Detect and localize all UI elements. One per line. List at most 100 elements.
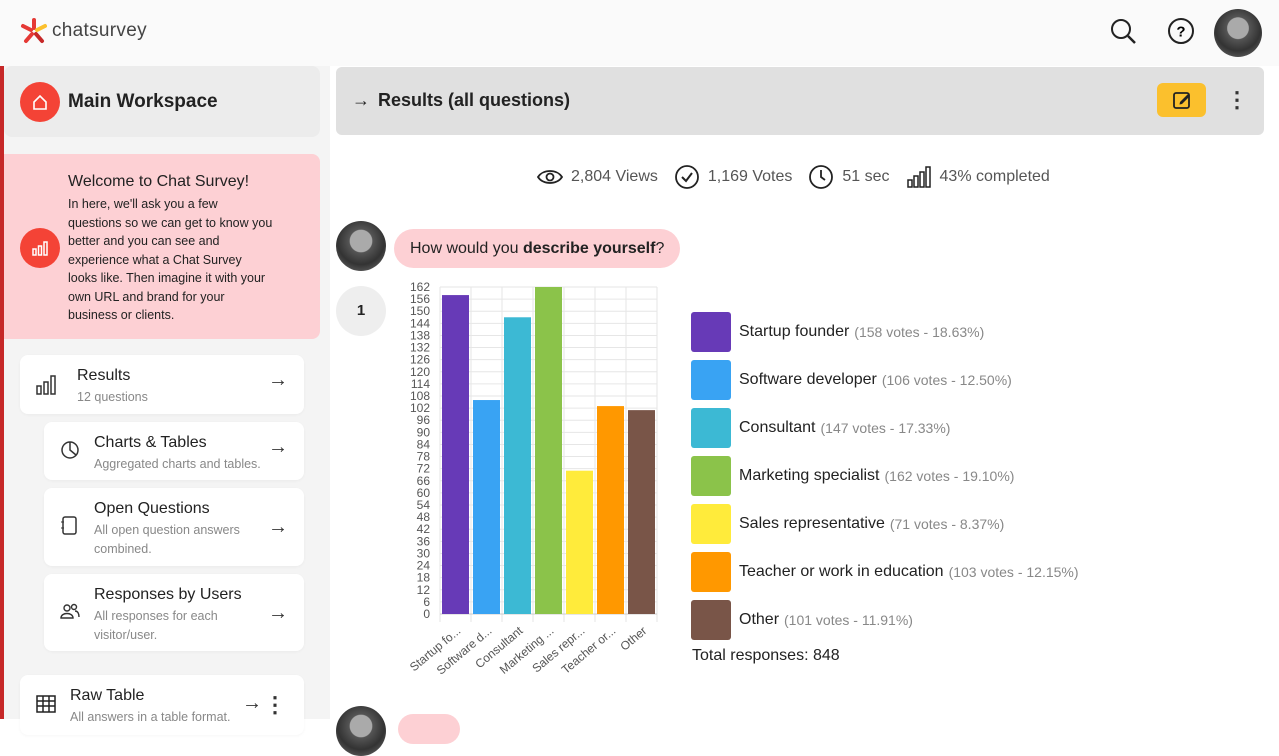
y-tick-label: 72: [417, 462, 431, 476]
check-circle-icon: [674, 165, 699, 189]
logo-text: chatsurvey: [52, 20, 147, 41]
notebook-icon: [61, 516, 77, 535]
legend-meta: (103 votes - 12.15%): [948, 564, 1079, 580]
item-subtitle: All answers in a table format.: [70, 710, 231, 724]
question-avatar: [336, 221, 386, 271]
more-icon[interactable]: ⋮: [264, 692, 286, 717]
sidebar-item-results[interactable]: Results 12 questions →: [20, 355, 304, 414]
legend-swatch: [691, 456, 731, 496]
item-subtitle: Aggregated charts and tables.: [94, 457, 261, 471]
legend-item[interactable]: Other (101 votes - 11.91%): [691, 596, 1079, 644]
votes-count: 1,169 Votes: [707, 168, 793, 185]
sidebar-item-responses-by-users[interactable]: Responses by Users All responses for eac…: [44, 574, 304, 651]
legend-swatch: [691, 312, 731, 352]
logo[interactable]: chatsurvey: [20, 17, 147, 45]
legend-item[interactable]: Startup founder (158 votes - 18.63%): [691, 308, 1079, 356]
legend-swatch: [691, 408, 731, 448]
more-options-icon[interactable]: ⋮: [1226, 87, 1248, 112]
y-tick-label: 126: [410, 353, 430, 367]
eye-icon: [537, 170, 563, 184]
sidebar-item-raw-table[interactable]: Raw Table All answers in a table format.…: [20, 675, 304, 735]
y-tick-label: 156: [410, 292, 430, 306]
x-tick-label: Other: [617, 624, 649, 654]
y-tick-label: 114: [411, 377, 430, 391]
chart-legend: Startup founder (158 votes - 18.63%) Softw…: [691, 308, 1079, 644]
clock-icon: [809, 165, 834, 189]
bar: [442, 295, 469, 614]
avg-time: 51 sec: [842, 168, 890, 185]
legend-item[interactable]: Consultant (147 votes - 17.33%): [691, 404, 1079, 452]
legend-item[interactable]: Software developer (106 votes - 12.50%): [691, 356, 1079, 404]
bar: [535, 287, 562, 614]
item-subtitle: All responses for each visitor/user.: [94, 609, 218, 642]
views-count: 2,804 Views: [571, 168, 658, 185]
item-subtitle: 12 questions: [77, 390, 148, 404]
legend-item[interactable]: Marketing specialist (162 votes - 19.10%): [691, 452, 1079, 500]
y-tick-label: 42: [417, 522, 431, 536]
legend-label: Software developer: [739, 371, 877, 388]
main-workspace-button[interactable]: Main Workspace: [4, 66, 320, 137]
y-tick-label: 30: [417, 546, 431, 560]
total-responses: Total responses: 848: [692, 647, 840, 664]
y-tick-label: 90: [417, 425, 431, 439]
y-tick-label: 162: [410, 280, 430, 294]
y-tick-label: 18: [417, 571, 431, 585]
legend-label: Startup founder: [739, 323, 850, 340]
legend-swatch: [691, 552, 731, 592]
stats-bar: 2,804 Views 1,169 Votes 51 sec 43% compl…: [537, 164, 1050, 190]
y-tick-label: 138: [410, 328, 430, 342]
y-tick-label: 54: [417, 498, 431, 512]
bar-chart: 0612182430364248546066727884909610210811…: [407, 280, 658, 678]
edit-button[interactable]: [1157, 83, 1206, 117]
sidebar-item-charts-tables[interactable]: Charts & Tables Aggregated charts and ta…: [44, 422, 304, 480]
table-icon: [36, 695, 56, 713]
y-tick-label: 6: [423, 595, 430, 609]
results-header: → Results (all questions) ⋮: [336, 67, 1264, 135]
arrow-right-icon[interactable]: →: [268, 602, 288, 624]
y-tick-label: 108: [410, 389, 430, 403]
welcome-title: Welcome to Chat Survey!: [68, 173, 250, 190]
y-tick-label: 132: [410, 341, 430, 355]
bar-chart-icon: [36, 375, 56, 395]
item-title: Responses by Users: [94, 586, 242, 603]
welcome-body: In here, we'll ask you a few questions s…: [68, 197, 273, 322]
logo-star-icon: [21, 18, 47, 43]
legend-swatch: [691, 504, 731, 544]
legend-label: Other: [739, 611, 780, 628]
y-tick-label: 144: [410, 316, 430, 330]
arrow-right-icon[interactable]: →: [268, 369, 288, 391]
bar: [473, 400, 500, 614]
workspace-title: Main Workspace: [68, 90, 218, 112]
y-tick-label: 0: [423, 607, 430, 621]
bar: [597, 406, 624, 614]
page-title: Results (all questions): [378, 90, 571, 110]
top-bar: chatsurvey ?: [0, 0, 1279, 66]
question-number: 1: [336, 286, 386, 336]
arrow-right-icon[interactable]: →: [242, 692, 262, 714]
search-icon[interactable]: [1108, 16, 1138, 46]
item-title: Raw Table: [70, 687, 145, 704]
help-icon[interactable]: ?: [1166, 16, 1196, 46]
welcome-panel: Welcome to Chat Survey! In here, we'll a…: [4, 154, 320, 339]
user-avatar[interactable]: [1214, 9, 1262, 57]
legend-item[interactable]: Teacher or work in education (103 votes -…: [691, 548, 1079, 596]
legend-meta: (158 votes - 18.63%): [854, 324, 985, 340]
legend-item[interactable]: Sales representative (71 votes - 8.37%): [691, 500, 1079, 548]
question-bubble: How would you describe yourself?: [394, 229, 681, 268]
svg-text:?: ?: [1176, 24, 1185, 41]
y-tick-label: 150: [410, 304, 430, 318]
y-tick-label: 24: [417, 559, 431, 573]
arrow-right-icon[interactable]: →: [268, 516, 288, 538]
arrow-right-icon[interactable]: →: [268, 436, 288, 458]
edit-icon: [1172, 92, 1190, 109]
legend-label: Marketing specialist: [739, 467, 880, 484]
y-tick-label: 48: [417, 510, 431, 524]
sidebar-item-open-questions[interactable]: Open Questions All open question answers…: [44, 488, 304, 566]
y-tick-label: 102: [410, 401, 430, 415]
legend-label: Teacher or work in education: [739, 563, 944, 580]
chart-icon: [20, 228, 60, 268]
item-title: Open Questions: [94, 500, 210, 517]
legend-meta: (106 votes - 12.50%): [881, 372, 1012, 388]
arrow-right-icon: →: [352, 90, 370, 110]
next-question-avatar: [336, 706, 386, 756]
